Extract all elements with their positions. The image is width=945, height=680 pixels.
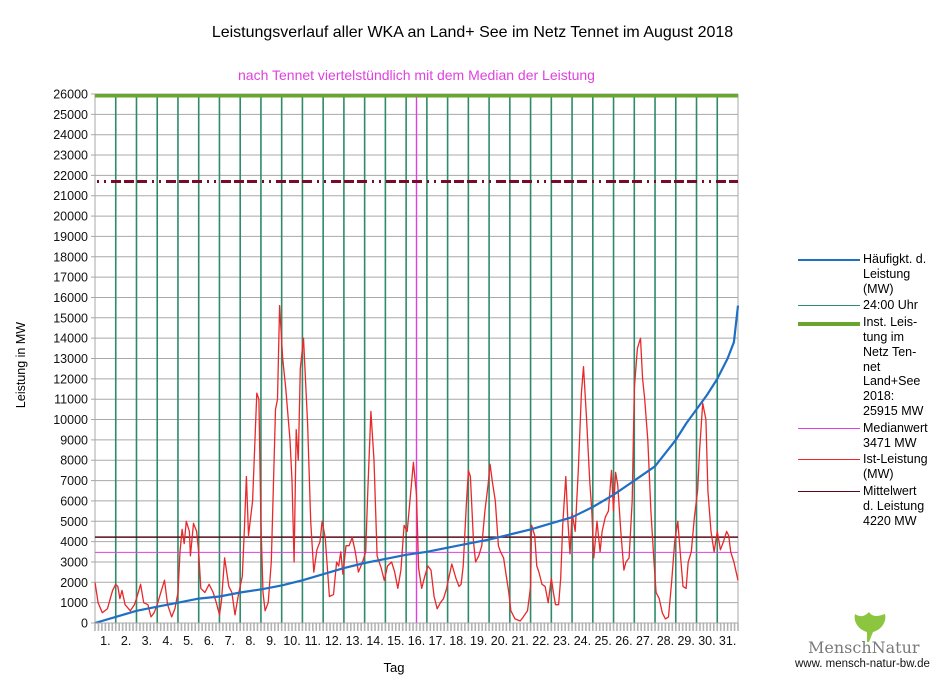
y-tick-label: 17000	[53, 271, 88, 285]
legend-item-median: Medianwert 3471 MW	[798, 421, 945, 451]
y-tick-label: 13000	[53, 352, 88, 366]
y-tick-label: 8000	[60, 454, 88, 468]
y-tick-label: 23000	[53, 149, 88, 163]
y-tick-label: 26000	[53, 88, 88, 102]
legend: Häufigkt. d. Leistung (MW) 24:00 Uhr Inst.…	[798, 252, 945, 530]
y-tick-label: 18000	[53, 250, 88, 264]
legend-swatch	[798, 427, 860, 429]
x-tick-label: 4.	[162, 634, 172, 648]
logo-url: www. mensch-natur-bw.de	[795, 658, 930, 670]
y-tick-label: 14000	[53, 332, 88, 346]
x-tick-label: 1.	[100, 634, 110, 648]
legend-swatch	[798, 459, 860, 461]
y-axis-label: Leistung in MW	[14, 322, 28, 408]
y-tick-label: 6000	[60, 494, 88, 508]
x-tick-label: 30.	[698, 634, 715, 648]
legend-label: Inst. Leis- tung im Netz Ten- net Land+S…	[863, 315, 924, 418]
x-tick-label: 22.	[532, 634, 549, 648]
y-tick-label: 9000	[60, 433, 88, 447]
x-tick-label: 8.	[245, 634, 255, 648]
y-tick-label: 15000	[53, 311, 88, 325]
ginkgo-leaf-icon	[854, 612, 886, 642]
legend-swatch	[798, 322, 860, 327]
x-tick-label: 31.	[719, 634, 736, 648]
chart-title: Leistungsverlauf aller WKA an Land+ See …	[211, 24, 734, 41]
x-tick-label: 7.	[225, 634, 235, 648]
x-tick-label: 17.	[429, 634, 446, 648]
x-tick-label: 10.	[283, 634, 300, 648]
x-tick-label: 23.	[553, 634, 570, 648]
legend-swatch	[798, 305, 860, 307]
x-tick-label: 16.	[408, 634, 425, 648]
x-tick-label: 18.	[449, 634, 466, 648]
legend-label: Häufigkt. d. Leistung (MW)	[863, 252, 927, 296]
x-tick-label: 14.	[366, 634, 383, 648]
legend-item-mean: Mittelwert d. Leistung 4220 MW	[798, 484, 945, 528]
y-tick-label: 0	[81, 617, 88, 631]
y-tick-label: 16000	[53, 291, 88, 305]
x-tick-label: 25.	[594, 634, 611, 648]
legend-swatch	[798, 259, 860, 261]
x-tick-label: 6.	[204, 634, 214, 648]
chart-subtitle: nach Tennet viertelstündlich mit dem Med…	[238, 67, 595, 83]
legend-item-ist: Ist-Leistung (MW)	[798, 452, 945, 482]
legend-label: Mittelwert d. Leistung 4220 MW	[863, 483, 925, 528]
x-tick-label: 13.	[346, 634, 363, 648]
series-group	[94, 304, 740, 625]
y-tick-label: 1000	[60, 596, 88, 610]
x-tick-label: 15.	[387, 634, 404, 648]
x-tick-label: 20.	[491, 634, 508, 648]
y-tick-label: 2000	[60, 576, 88, 590]
logo-name: MenschNatur	[808, 638, 920, 657]
x-tick-label: 26.	[615, 634, 632, 648]
y-tick-label: 20000	[53, 210, 88, 224]
y-tick-label: 5000	[60, 515, 88, 529]
y-tick-label: 21000	[53, 189, 88, 203]
x-axis-label: Tag	[384, 660, 405, 675]
legend-swatch	[798, 490, 860, 492]
legend-item-installed: Inst. Leis- tung im Netz Ten- net Land+S…	[798, 315, 945, 419]
x-tick-label: 27.	[636, 634, 653, 648]
legend-label: Ist-Leistung (MW)	[863, 452, 928, 482]
x-tick-label: 21.	[512, 634, 529, 648]
y-tick-label: 10000	[53, 413, 88, 427]
x-tick-label: 19.	[470, 634, 487, 648]
x-tick-label: 9.	[266, 634, 276, 648]
logo: MenschNatur www. mensch-natur-bw.de	[795, 608, 945, 680]
y-tick-label: 19000	[53, 230, 88, 244]
y-tick-label: 22000	[53, 169, 88, 183]
legend-label: Medianwert 3471 MW	[863, 420, 928, 450]
haeufigkeit-line	[94, 305, 740, 625]
y-tick-label: 3000	[60, 555, 88, 569]
x-tick-label: 3.	[142, 634, 152, 648]
y-tick-label: 25000	[53, 108, 88, 122]
x-tick-label: 5.	[183, 634, 193, 648]
y-tick-label: 4000	[60, 535, 88, 549]
y-tick-label: 11000	[54, 393, 88, 407]
y-tick-label: 24000	[53, 128, 88, 142]
x-minor-ticks	[94, 623, 739, 631]
y-tick-label: 12000	[53, 372, 88, 386]
y-tick-label: 7000	[60, 474, 88, 488]
legend-item-midnight: 24:00 Uhr	[798, 298, 945, 313]
x-tick-label: 2.	[121, 634, 131, 648]
x-tick-label: 12.	[325, 634, 342, 648]
x-tick-label: 29.	[677, 634, 694, 648]
x-tick-label: 11.	[305, 634, 321, 648]
legend-item-haeufigkeit: Häufigkt. d. Leistung (MW)	[798, 252, 945, 296]
legend-label: 24:00 Uhr	[863, 298, 918, 313]
axes: 0 1000 2000 3000 4000 5000 6000 7000 8000 9000 100…	[53, 88, 739, 648]
x-tick-label: 28.	[657, 634, 674, 648]
x-tick-label: 24.	[574, 634, 591, 648]
